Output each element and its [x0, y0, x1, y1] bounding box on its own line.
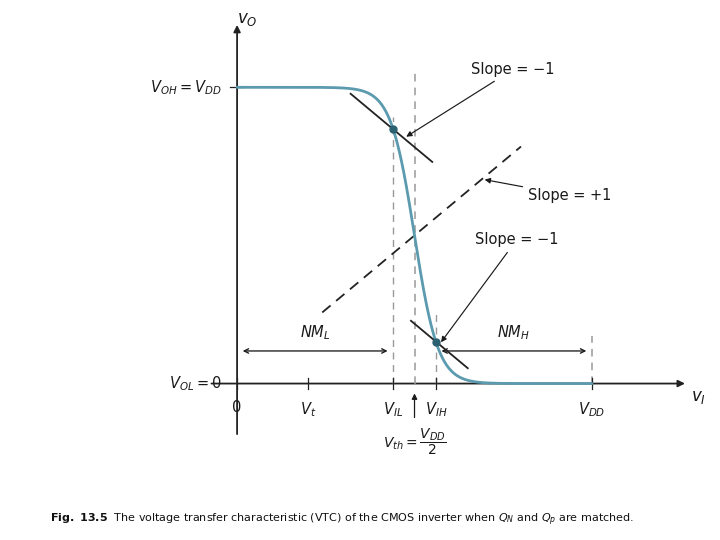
Text: $V_{IL}$: $V_{IL}$ [383, 400, 403, 419]
Text: $NM_H$: $NM_H$ [498, 323, 531, 342]
Text: $V_{DD}$: $V_{DD}$ [578, 400, 606, 419]
Text: Slope = −1: Slope = −1 [442, 232, 558, 341]
Text: Slope = +1: Slope = +1 [486, 179, 611, 203]
Text: $\mathbf{Fig.\ 13.5}$  The voltage transfer characteristic (VTC) of the CMOS inv: $\mathbf{Fig.\ 13.5}$ The voltage transf… [50, 512, 634, 528]
Text: $V_t$: $V_t$ [300, 400, 316, 419]
Text: $V_{th} = \dfrac{V_{DD}}{2}$: $V_{th} = \dfrac{V_{DD}}{2}$ [382, 426, 446, 457]
Text: $v_O$: $v_O$ [238, 10, 258, 28]
Text: $NM_L$: $NM_L$ [300, 323, 330, 342]
Text: $V_{IH}$: $V_{IH}$ [425, 400, 447, 419]
Text: 0: 0 [233, 400, 242, 415]
Text: $V_{OL} = 0$: $V_{OL} = 0$ [169, 374, 222, 393]
Text: $v_I$: $v_I$ [691, 388, 706, 406]
Text: $V_{OH} = V_{DD}$: $V_{OH} = V_{DD}$ [150, 78, 222, 97]
Text: Slope = −1: Slope = −1 [408, 62, 555, 136]
